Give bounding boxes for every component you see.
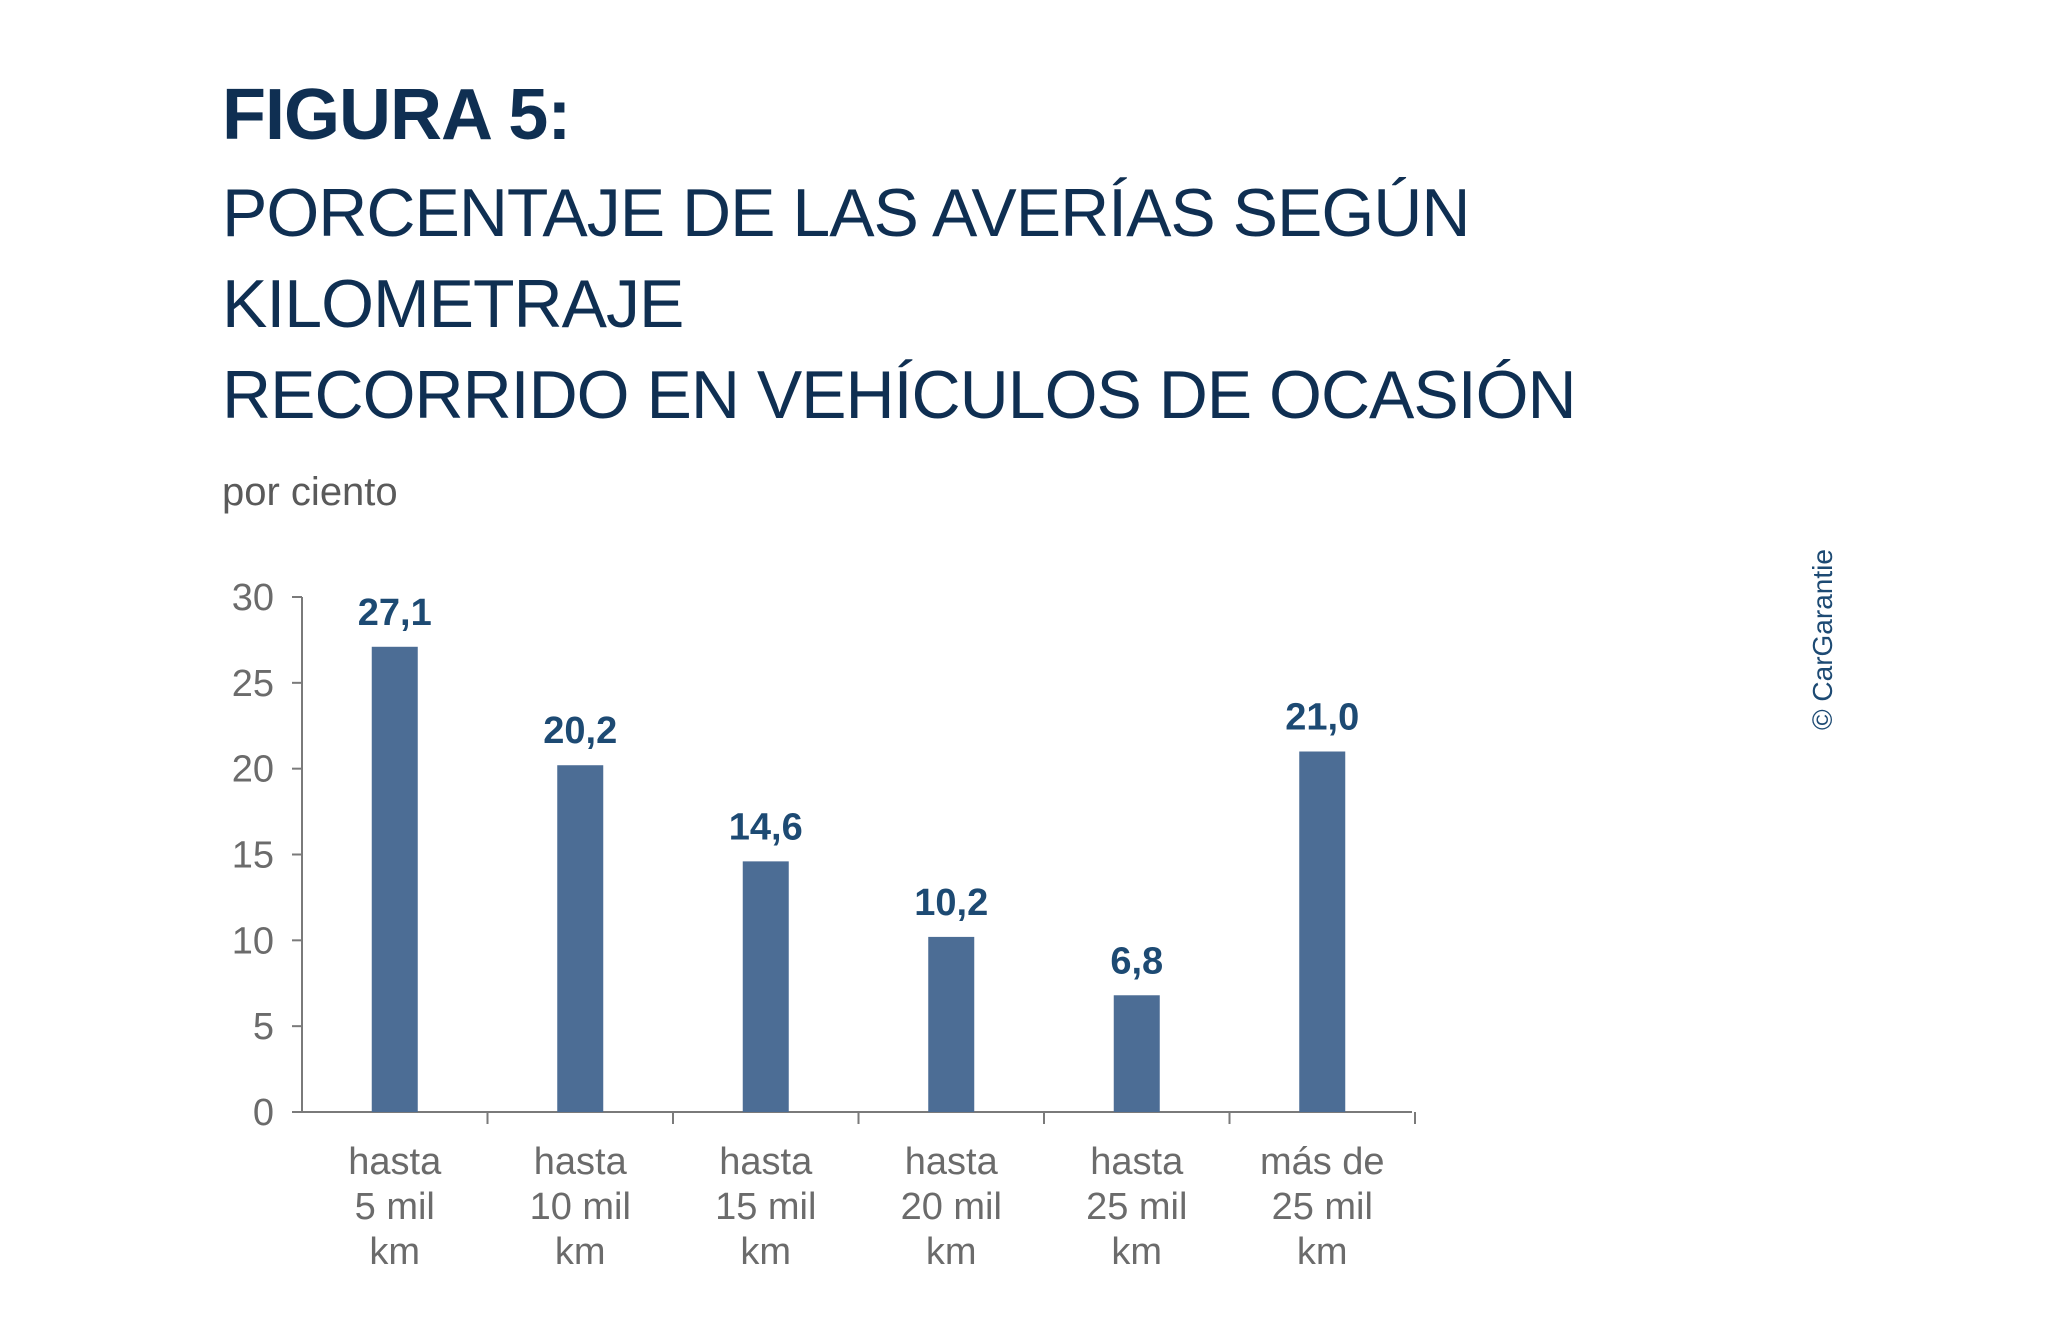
bar-value-label: 10,2 bbox=[914, 882, 988, 924]
bar bbox=[557, 765, 604, 1112]
x-category-label: 5 mil bbox=[355, 1186, 435, 1228]
bar-value-label: 14,6 bbox=[729, 806, 803, 848]
bar bbox=[1299, 751, 1346, 1112]
x-category-label: km bbox=[369, 1231, 420, 1273]
chart-title-line-2: RECORRIDO EN VEHÍCULOS DE OCASIÓN bbox=[222, 357, 1577, 433]
bar bbox=[1113, 995, 1160, 1112]
x-category-label: km bbox=[926, 1231, 977, 1273]
bar-value-label: 6,8 bbox=[1110, 940, 1163, 982]
x-category-label: 25 mil bbox=[1272, 1186, 1373, 1228]
y-tick-label: 25 bbox=[232, 663, 274, 705]
x-category-label: hasta bbox=[348, 1141, 442, 1183]
x-category-label: km bbox=[555, 1231, 606, 1273]
bar-value-label: 27,1 bbox=[358, 592, 432, 634]
x-category-label: km bbox=[1297, 1231, 1348, 1273]
y-tick-label: 0 bbox=[253, 1092, 274, 1134]
bar bbox=[371, 646, 418, 1112]
chart-title-line-1: PORCENTAJE DE LAS AVERÍAS SEGÚN KILOMETR… bbox=[222, 175, 1470, 342]
x-category-label: 15 mil bbox=[715, 1186, 816, 1228]
x-category-label: 10 mil bbox=[530, 1186, 631, 1228]
y-tick-label: 5 bbox=[253, 1006, 274, 1048]
x-category-label: km bbox=[740, 1231, 791, 1273]
x-category-label: hasta bbox=[905, 1141, 999, 1183]
bar-value-label: 20,2 bbox=[543, 710, 617, 752]
x-category-label: hasta bbox=[1090, 1141, 1184, 1183]
figure-label: FIGURA 5: bbox=[222, 75, 571, 155]
x-category-label: hasta bbox=[719, 1141, 813, 1183]
bar-value-label: 21,0 bbox=[1285, 697, 1359, 739]
y-tick-label: 15 bbox=[232, 835, 274, 877]
y-tick-label: 20 bbox=[232, 749, 274, 791]
y-tick-label: 30 bbox=[232, 577, 274, 619]
x-category-label: hasta bbox=[534, 1141, 628, 1183]
x-category-label: 20 mil bbox=[901, 1186, 1002, 1228]
x-category-label: 25 mil bbox=[1086, 1186, 1187, 1228]
y-tick-label: 10 bbox=[232, 920, 274, 962]
bar bbox=[742, 861, 789, 1112]
y-axis-unit-label: por ciento bbox=[222, 470, 398, 514]
x-category-label: km bbox=[1111, 1231, 1162, 1273]
chart-title: PORCENTAJE DE LAS AVERÍAS SEGÚN KILOMETR… bbox=[222, 168, 1922, 441]
x-category-label: más de bbox=[1260, 1141, 1385, 1183]
bar bbox=[928, 936, 975, 1112]
